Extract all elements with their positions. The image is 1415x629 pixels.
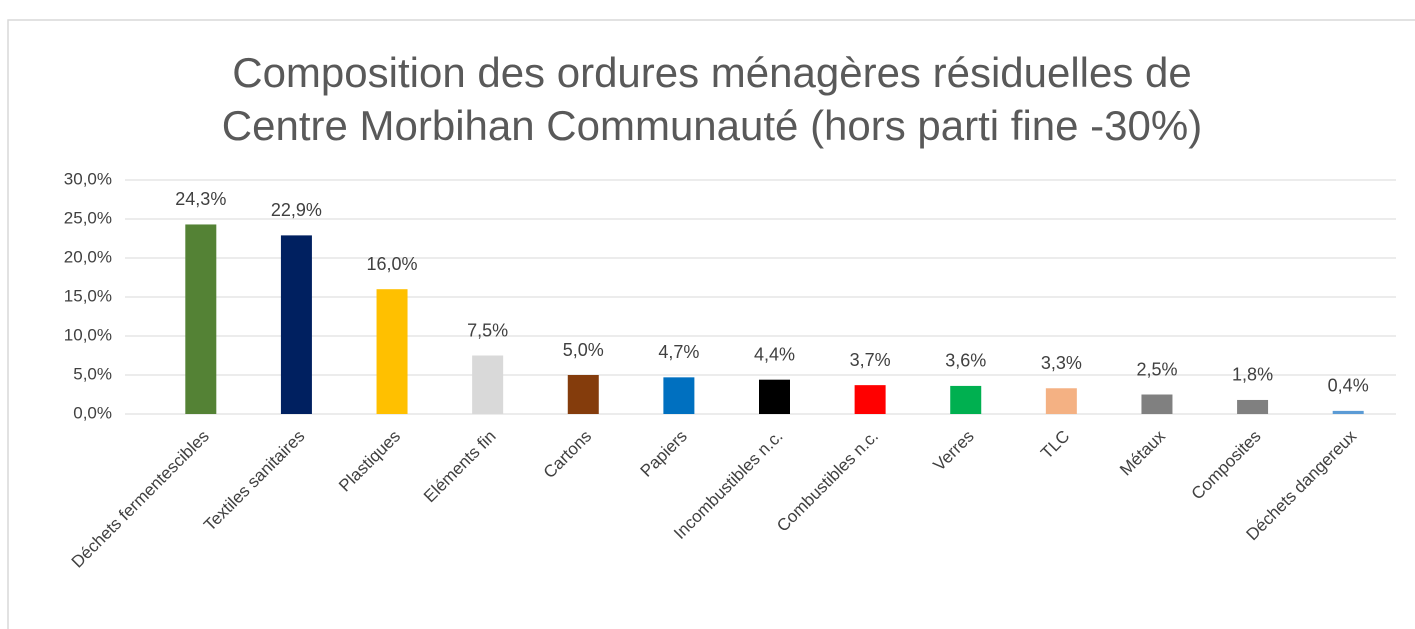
y-tick-label: 10,0% bbox=[64, 325, 112, 344]
x-tick-label: Papiers bbox=[637, 427, 691, 481]
bar bbox=[759, 379, 790, 414]
chart-frame bbox=[7, 19, 1415, 629]
value-label: 3,7% bbox=[850, 350, 891, 370]
bar bbox=[185, 224, 217, 414]
y-tick-label: 20,0% bbox=[64, 247, 112, 266]
value-label: 3,6% bbox=[945, 351, 986, 371]
bar bbox=[1332, 410, 1364, 414]
chart-title: Composition des ordures ménagères résidu… bbox=[232, 49, 1192, 96]
x-tick-label: Verres bbox=[930, 427, 978, 475]
bar bbox=[1237, 399, 1269, 414]
value-label: 22,9% bbox=[271, 200, 322, 220]
x-tick-label: Textiles sanitaires bbox=[200, 427, 308, 535]
x-tick-label: Déchets fermentescibles bbox=[68, 427, 213, 572]
x-tick-label: Composites bbox=[1188, 427, 1265, 504]
value-label: 2,5% bbox=[1136, 359, 1177, 379]
bar bbox=[376, 289, 408, 414]
bar bbox=[280, 235, 312, 414]
value-label: 4,7% bbox=[658, 342, 699, 362]
y-tick-label: 25,0% bbox=[64, 208, 112, 227]
value-label: 4,4% bbox=[754, 344, 795, 364]
x-tick-label: Métaux bbox=[1116, 426, 1169, 479]
y-tick-label: 0,0% bbox=[73, 403, 112, 422]
bar bbox=[567, 375, 599, 414]
x-tick-label: Combustibles n.c. bbox=[773, 427, 882, 536]
x-tick-label: Incombustibles n.c. bbox=[670, 427, 786, 543]
bar bbox=[663, 377, 695, 414]
value-label: 0,4% bbox=[1328, 376, 1369, 396]
x-tick-label: TLC bbox=[1037, 427, 1073, 463]
y-tick-label: 15,0% bbox=[64, 286, 112, 305]
bar bbox=[472, 355, 504, 414]
value-label: 24,3% bbox=[175, 189, 226, 209]
bar bbox=[1045, 388, 1077, 414]
value-label: 5,0% bbox=[563, 340, 604, 360]
value-label: 1,8% bbox=[1232, 365, 1273, 385]
x-tick-label: Plastiques bbox=[335, 427, 404, 496]
bar bbox=[950, 385, 982, 414]
y-tick-label: 5,0% bbox=[73, 364, 112, 383]
value-label: 16,0% bbox=[367, 254, 418, 274]
bar bbox=[854, 385, 886, 414]
x-tick-label: Eléments fin bbox=[420, 427, 500, 507]
chart-title: Centre Morbihan Communauté (hors parti f… bbox=[222, 102, 1202, 149]
value-label: 3,3% bbox=[1041, 353, 1082, 373]
bar bbox=[1141, 394, 1173, 414]
value-label: 7,5% bbox=[467, 320, 508, 340]
y-tick-label: 30,0% bbox=[64, 169, 112, 188]
x-tick-label: Cartons bbox=[540, 427, 596, 483]
